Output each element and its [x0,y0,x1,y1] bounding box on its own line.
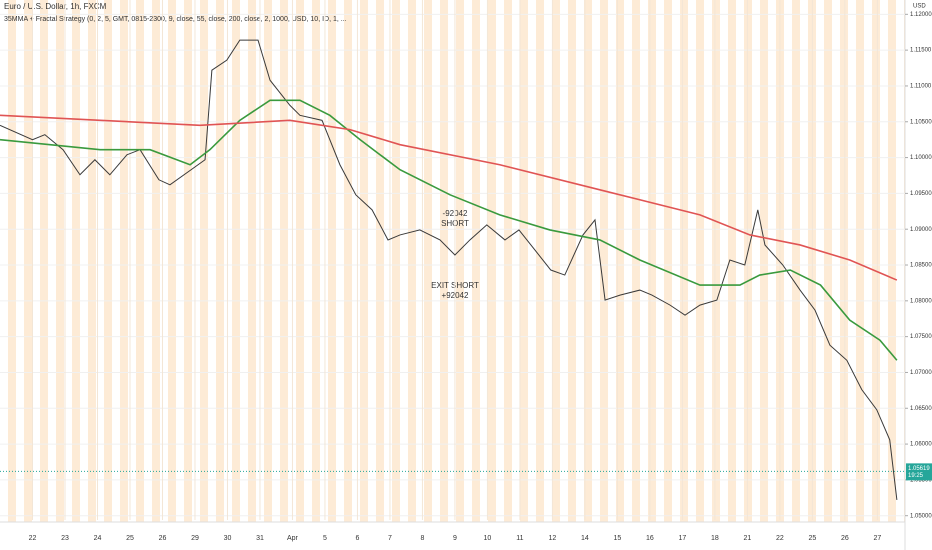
y-tick-label: 1.06500 [910,406,932,412]
x-tick-label: 30 [224,535,232,542]
x-tick-label: 25 [808,535,816,542]
x-tick-label: 29 [191,535,199,542]
x-tick-label: 26 [159,535,167,542]
y-tick-label: 1.08500 [910,263,932,269]
x-tick-label: 7 [388,535,392,542]
x-tick-label: 22 [29,535,37,542]
x-tick-label: 22 [776,535,784,542]
y-tick-label: 1.05500 [910,477,932,483]
series-line [0,99,898,361]
x-tick-label: 12 [549,535,557,542]
x-tick-label: 10 [484,535,492,542]
x-tick-label: 11 [516,535,523,542]
series-line [0,114,898,281]
x-tick-label: 5 [323,535,327,542]
chart-subtitle: 35MMA + Fractal Strategy (0, 2, 5, GMT, … [4,16,347,23]
y-tick-label: 1.11500 [910,48,932,54]
chart-title: Euro / U.S. Dollar, 1h, FXCM [4,2,107,11]
last-time-label: 19:25 [908,473,924,479]
x-tick-label: 26 [841,535,849,542]
x-tick-label: 6 [355,535,359,542]
x-tick-label: 15 [614,535,622,542]
y-axis-label: USD [913,4,926,10]
y-tick-label: 1.06000 [910,442,932,448]
x-tick-label: 21 [743,535,751,542]
x-tick-label: 24 [94,535,102,542]
y-tick-label: 1.09500 [910,191,932,197]
x-tick-label: 14 [581,535,589,542]
series-line [0,39,898,501]
x-tick-label: 23 [61,535,69,542]
x-tick-label: 17 [679,535,687,542]
y-tick-label: 1.11000 [910,84,932,90]
y-tick-label: 1.10500 [910,119,932,125]
y-tick-label: 1.10000 [910,155,932,161]
x-tick-label: 31 [256,535,264,542]
last-price-box [906,463,932,481]
x-tick-label: 8 [420,535,424,542]
x-tick-label: 27 [873,535,881,542]
x-tick-label: 9 [453,535,457,542]
x-tick-label: Apr [287,535,299,542]
y-tick-label: 1.08000 [910,298,932,304]
session-stripes [0,0,905,522]
x-tick-label: 25 [126,535,134,542]
y-tick-label: 1.12000 [910,12,932,18]
y-tick-label: 1.05000 [910,513,932,519]
x-tick-label: 18 [711,535,719,542]
x-tick-label: 16 [646,535,654,542]
y-tick-label: 1.09000 [910,227,932,233]
y-tick-label: 1.07000 [910,370,932,376]
last-price-label: 1.05619 [908,466,930,472]
y-tick-label: 1.07500 [910,334,932,340]
